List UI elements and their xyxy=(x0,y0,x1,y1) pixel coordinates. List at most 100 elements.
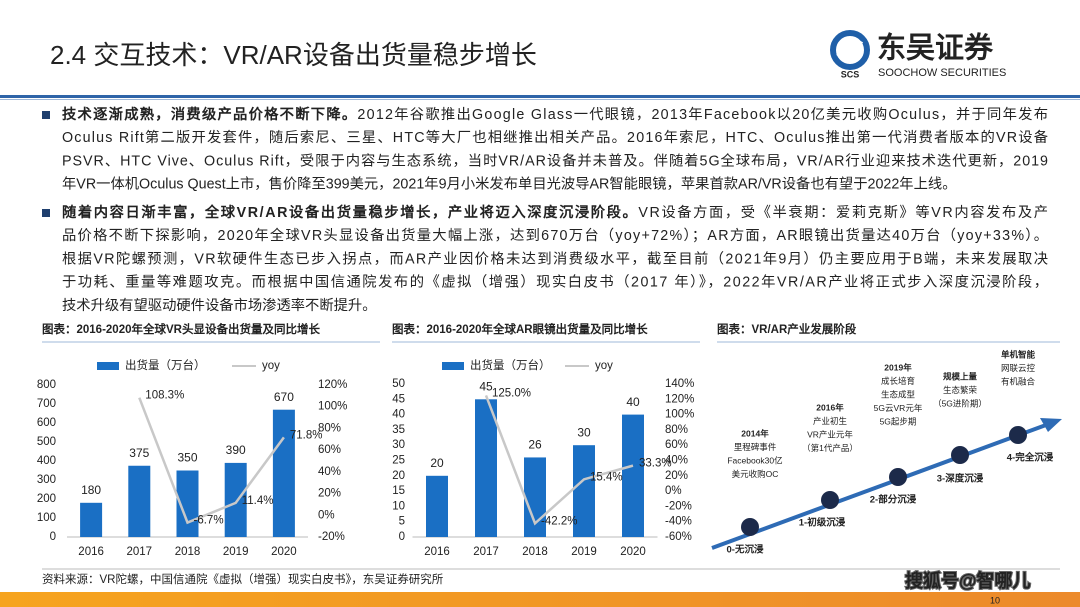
y2-tick-label: 60% xyxy=(318,444,341,456)
y2-tick-label: 80% xyxy=(665,424,688,436)
y2-tick-label: 40% xyxy=(318,466,341,478)
logo-icon-swirl xyxy=(836,39,864,58)
stage-note: 里程碑事件 xyxy=(734,442,777,452)
y-tick-label: 15 xyxy=(392,485,405,497)
bar-label: 20 xyxy=(430,456,444,470)
y2-tick-label: 120% xyxy=(318,379,347,391)
y-tick-label: 600 xyxy=(37,417,56,429)
yoy-line xyxy=(138,397,285,525)
bullet-line: 于功耗、重量等难题攻克。而根据中国信通院发布的《虚拟（增强）现实白皮书（2017… xyxy=(62,272,1048,290)
y2-tick-label: -40% xyxy=(665,516,692,528)
stage-note: 有机融合 xyxy=(1001,376,1036,386)
y2-tick-label: 20% xyxy=(318,488,341,500)
y2-tick-label: -20% xyxy=(665,500,692,512)
yoy-label: 11.4% xyxy=(242,495,274,507)
bar-label: 30 xyxy=(577,425,591,439)
y2-tick-label: -60% xyxy=(665,531,692,543)
y-tick-label: 45 xyxy=(392,393,405,405)
y-tick-label: 0 xyxy=(50,531,56,543)
stage-note: 5G起步期 xyxy=(880,416,917,426)
legend-label: yoy xyxy=(595,360,613,372)
y2-tick-label: 100% xyxy=(318,401,347,413)
y-tick-label: 800 xyxy=(37,379,56,391)
stage-note: 2019年 xyxy=(884,362,912,372)
stage-node xyxy=(821,491,839,509)
stage-note: 成长培育 xyxy=(881,376,915,386)
bar-label: 375 xyxy=(129,446,149,460)
bar xyxy=(80,502,103,537)
watermark: 搜狐号@智哪儿 xyxy=(905,570,1031,591)
stage-note: 生态成型 xyxy=(881,389,916,399)
y-tick-label: 50 xyxy=(392,378,405,390)
logo-icon xyxy=(830,30,870,70)
stage-note: （第1代产品） xyxy=(802,443,858,453)
bar-label: 45 xyxy=(479,379,493,393)
logo-english: SOOCHOW SECURITIES xyxy=(878,67,1006,79)
bullet-text: 品价格不断下探影响，2020年全球VR头显设备出货量大幅上涨，达到670万台（y… xyxy=(62,226,1048,244)
y2-tick-label: 60% xyxy=(665,439,688,451)
bullet-line: Oculus Rift第二版开发套件，随后索尼、三星、HTC等大厂也相继推出相关… xyxy=(62,128,1048,146)
stage-node xyxy=(1009,426,1027,444)
stage-label: 1-初级沉浸 xyxy=(799,517,846,529)
y-tick-label: 700 xyxy=(37,398,56,410)
stage-node xyxy=(889,468,907,486)
stage-note: 生态繁荣 xyxy=(943,385,978,395)
legend-label: 出货量（万台） xyxy=(470,358,551,372)
x-tick-label: 2019 xyxy=(223,546,249,558)
bar-label: 670 xyxy=(274,390,294,404)
y-tick-label: 200 xyxy=(37,493,56,505)
y-tick-label: 20 xyxy=(392,470,405,482)
yoy-label: 15.4% xyxy=(590,471,623,483)
legend-swatch xyxy=(97,362,119,370)
bullet-line: 年VR一体机Oculus Quest上市，售价降至399美元，2021年9月小米… xyxy=(62,175,957,192)
bullet-text: 2012年谷歌推出Google Glass一代眼镜，2013年Facebook以… xyxy=(357,106,1048,123)
bullet-line: 随着内容日渐丰富，全球VR/AR设备出货量稳步增长，产业将迈入深度沉浸阶段。 VR… xyxy=(62,203,1048,221)
bar-label: 40 xyxy=(626,395,640,409)
bullet-lead: 技术逐渐成熟，消费级产品价格不断下降。 xyxy=(62,105,356,123)
stage-note: Facebook30亿 xyxy=(727,455,782,465)
bar-label: 180 xyxy=(81,483,101,497)
bar xyxy=(272,409,295,537)
bar xyxy=(475,399,497,537)
y-tick-label: 300 xyxy=(37,474,56,486)
bullet-lead: 随着内容日渐丰富，全球VR/AR设备出货量稳步增长，产业将迈入深度沉浸阶段。 xyxy=(62,203,637,221)
x-tick-label: 2016 xyxy=(424,546,450,558)
bullet-marker xyxy=(42,209,50,217)
bullet-line: 品价格不断下探影响，2020年全球VR头显设备出货量大幅上涨，达到670万台（y… xyxy=(62,226,1048,244)
stage-note: 2014年 xyxy=(741,428,769,438)
diagram-title: 图表：VR/AR产业发展阶段 xyxy=(717,322,857,336)
stage-note: 5G云VR元年 xyxy=(874,403,923,413)
source-note: 资料来源：VR陀螺，中国信通院《虚拟（增强）现实白皮书》，东吴证券研究所 xyxy=(42,572,444,586)
bar-label: 26 xyxy=(528,438,542,452)
header-rule xyxy=(0,95,1080,98)
yoy-line xyxy=(484,395,634,526)
stage-note: 单机智能 xyxy=(1001,349,1036,359)
yoy-label: -42.2% xyxy=(541,515,577,527)
y-tick-label: 400 xyxy=(37,455,56,467)
bar xyxy=(426,475,448,537)
bar xyxy=(224,462,247,537)
stage-note: VR产业元年 xyxy=(807,429,853,439)
y2-tick-label: -20% xyxy=(318,531,345,543)
y-tick-label: 100 xyxy=(37,512,56,524)
bar xyxy=(622,414,644,537)
yoy-label: 108.3% xyxy=(145,390,184,402)
x-tick-label: 2017 xyxy=(127,546,153,558)
y2-tick-label: 140% xyxy=(665,378,694,390)
bullet-text: 年VR一体机Oculus Quest上市，售价降至399美元，2021年9月小米… xyxy=(62,175,957,192)
y-tick-label: 25 xyxy=(392,455,405,467)
stage-note: 美元收购OC xyxy=(732,469,779,479)
stage-label: 0-无沉浸 xyxy=(727,544,764,556)
bar-label: 390 xyxy=(226,443,246,457)
stage-label: 4-完全沉浸 xyxy=(1007,452,1054,464)
legend-label: 出货量（万台） xyxy=(125,358,206,372)
logo-mark: SCS xyxy=(841,69,860,79)
stage-note: 产业初生 xyxy=(813,416,848,426)
bullet-text: Oculus Rift第二版开发套件，随后索尼、三星、HTC等大厂也相继推出相关… xyxy=(62,128,1048,146)
bullet-text: 于功耗、重量等难题攻克。而根据中国信通院发布的《虚拟（增强）现实白皮书（2017… xyxy=(62,272,1048,290)
bullet-text: PSVR、HTC Vive、Oculus Rift，受限于内容与生态系统，当时V… xyxy=(62,151,1048,169)
bullet-marker xyxy=(42,111,50,119)
chart-title: 图表：2016-2020年全球AR眼镜出货量及同比增长 xyxy=(392,322,648,336)
logo: SCS 东吴证券 SOOCHOW SECURITIES xyxy=(830,30,1006,79)
